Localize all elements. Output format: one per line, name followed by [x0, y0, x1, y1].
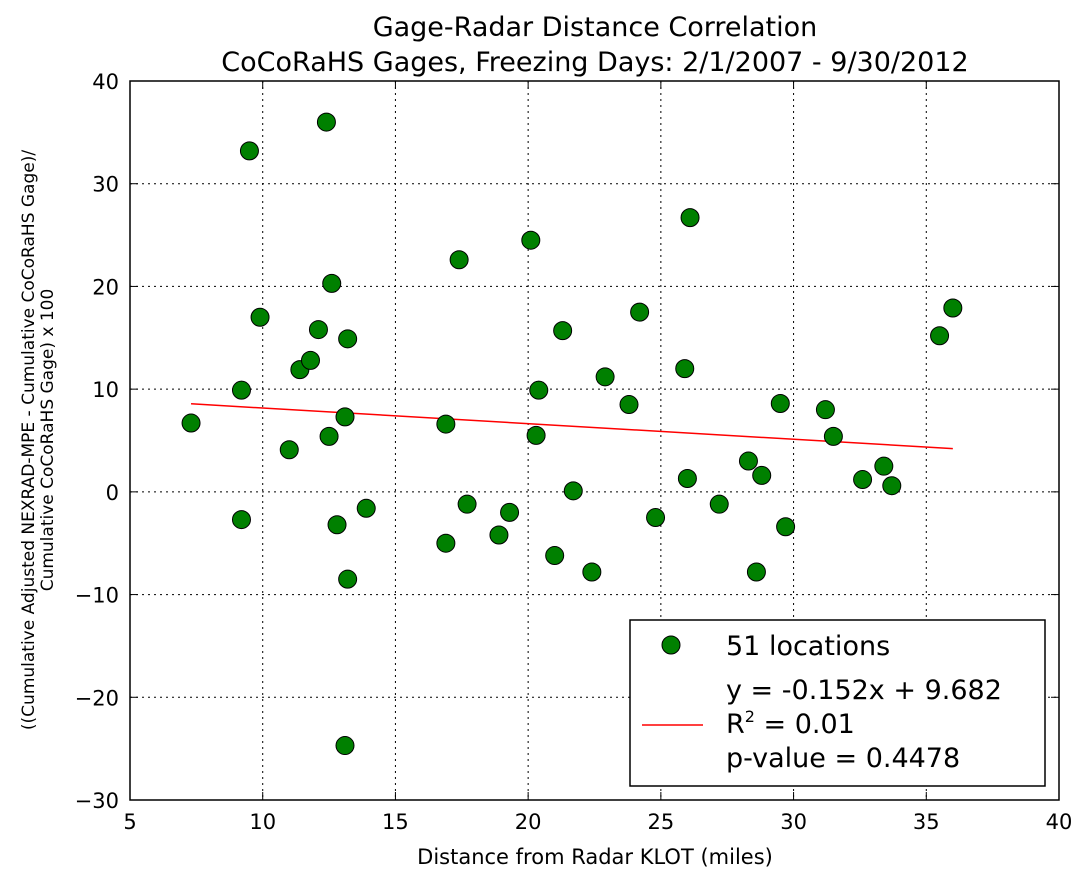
data-point: [489, 525, 509, 545]
x-tick-label: 15: [382, 810, 409, 834]
legend-fit-r2: R2 = 0.01: [726, 707, 855, 740]
legend-box: [629, 619, 1046, 787]
data-point: [776, 517, 796, 537]
data-point: [553, 321, 573, 341]
data-point: [338, 329, 358, 349]
legend-fit-r2-suffix: = 0.01: [755, 709, 855, 740]
data-point: [239, 141, 259, 161]
y-tick-label: 0: [106, 481, 119, 505]
data-point: [874, 456, 894, 476]
y-tick-label: 10: [92, 378, 119, 402]
y-tick-label: 20: [92, 275, 119, 299]
data-point: [646, 508, 666, 528]
y-tick-label: −10: [75, 584, 119, 608]
data-point: [675, 359, 695, 379]
data-point: [680, 208, 700, 228]
x-tick-label: 35: [913, 810, 940, 834]
y-tick-label: −20: [75, 686, 119, 710]
data-point: [943, 298, 963, 318]
data-point: [181, 413, 201, 433]
data-point: [322, 273, 342, 293]
x-tick-label: 30: [780, 810, 807, 834]
data-point: [882, 476, 902, 496]
data-point: [356, 498, 376, 518]
data-point: [595, 367, 615, 387]
data-point: [770, 394, 790, 414]
data-point: [449, 250, 469, 270]
data-point: [709, 494, 729, 514]
legend-points-label: 51 locations: [726, 631, 890, 662]
data-point: [619, 395, 639, 415]
data-point: [436, 533, 456, 553]
data-point: [338, 569, 358, 589]
data-point: [335, 407, 355, 427]
data-point: [335, 736, 355, 756]
x-tick-label: 25: [647, 810, 674, 834]
data-point: [823, 426, 843, 446]
data-point: [815, 400, 835, 420]
data-point: [529, 380, 549, 400]
y-axis-label-line1: ((Cumulative Adjusted NEXRAD-MPE - Cumul…: [19, 150, 39, 730]
data-point: [231, 380, 251, 400]
y-axis-label-line2: Cumulative CoCoRaHS Gage) x 100: [38, 289, 58, 592]
x-tick-label: 40: [1046, 810, 1073, 834]
data-point: [250, 307, 270, 327]
legend: 51 locations y = -0.152x + 9.682 R2 = 0.…: [629, 619, 1046, 787]
y-tick-label: −30: [75, 789, 119, 813]
data-point: [521, 230, 541, 250]
data-point: [752, 465, 772, 485]
data-point: [308, 320, 328, 340]
y-tick-label: 40: [92, 70, 119, 94]
y-tick-label: 30: [92, 173, 119, 197]
x-tick-label: 10: [249, 810, 276, 834]
x-axis-label: Distance from Radar KLOT (miles): [417, 845, 773, 869]
data-point: [582, 562, 602, 582]
data-point: [279, 440, 299, 460]
legend-fit-r2-prefix: R: [726, 709, 745, 740]
data-point: [930, 326, 950, 346]
plot-area-frame: [129, 80, 1060, 801]
data-point: [738, 451, 758, 471]
legend-fit-equation: y = -0.152x + 9.682: [726, 675, 1002, 706]
chart-subtitle: CoCoRaHS Gages, Freezing Days: 2/1/2007 …: [221, 47, 968, 78]
data-point: [436, 414, 456, 434]
data-point: [677, 469, 697, 489]
data-point: [231, 510, 251, 530]
axis-ticks: 5 10 15 20 25 30 35 40 −30 −20 −10 0 10 20 30 40: [75, 70, 1073, 834]
y-axis-label: ((Cumulative Adjusted NEXRAD-MPE - Cumul…: [19, 150, 58, 730]
legend-points-marker: [661, 635, 681, 655]
data-point: [545, 546, 565, 566]
chart-title: Gage-Radar Distance Correlation: [373, 12, 818, 43]
legend-fit-pvalue: p-value = 0.4478: [726, 743, 960, 774]
data-point: [563, 481, 583, 501]
data-point: [327, 515, 347, 535]
x-tick-label: 5: [123, 810, 136, 834]
legend-fit-r2-sup: 2: [745, 707, 755, 726]
data-point: [316, 112, 336, 132]
data-point: [630, 302, 650, 322]
data-point: [746, 562, 766, 582]
data-point: [457, 494, 477, 514]
data-point: [300, 350, 320, 370]
data-point: [853, 470, 873, 490]
data-point: [319, 426, 339, 446]
data-point: [500, 502, 520, 522]
data-point: [526, 425, 546, 445]
data-points: [181, 112, 963, 756]
x-tick-label: 20: [515, 810, 542, 834]
